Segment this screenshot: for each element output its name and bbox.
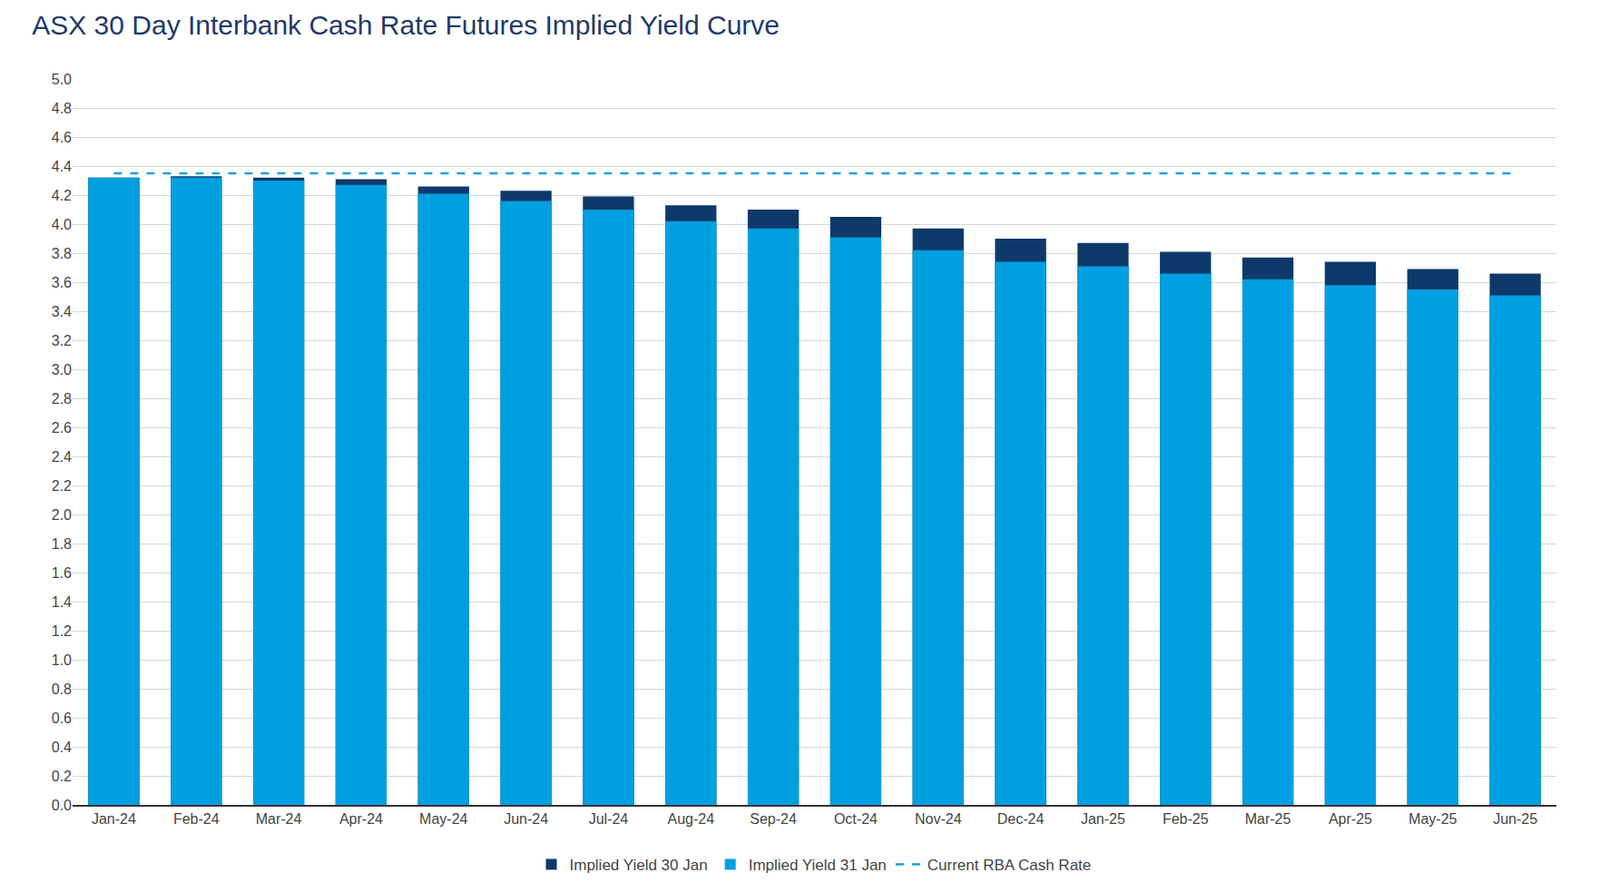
- svg-text:1.2: 1.2: [51, 623, 72, 639]
- svg-text:May-25: May-25: [1408, 811, 1457, 827]
- svg-text:3.2: 3.2: [51, 333, 72, 349]
- svg-text:1.4: 1.4: [51, 594, 72, 610]
- svg-text:1.0: 1.0: [51, 652, 72, 668]
- svg-text:Implied Yield 30 Jan: Implied Yield 30 Jan: [569, 856, 708, 874]
- svg-text:Mar-24: Mar-24: [255, 811, 303, 827]
- svg-text:1.6: 1.6: [51, 565, 72, 581]
- svg-text:3.8: 3.8: [51, 245, 72, 262]
- svg-text:2.2: 2.2: [51, 478, 72, 494]
- svg-text:3.0: 3.0: [51, 362, 72, 378]
- svg-text:Aug-24: Aug-24: [667, 811, 715, 827]
- svg-text:Nov-24: Nov-24: [914, 811, 962, 827]
- svg-text:May-24: May-24: [419, 811, 468, 827]
- svg-text:Feb-24: Feb-24: [173, 811, 220, 827]
- svg-text:4.6: 4.6: [51, 129, 72, 146]
- svg-text:Implied Yield 31 Jan: Implied Yield 31 Jan: [748, 856, 887, 874]
- svg-text:2.8: 2.8: [51, 391, 72, 407]
- svg-text:ASX 30 Day Interbank Cash Rate: ASX 30 Day Interbank Cash Rate Futures I…: [31, 9, 780, 40]
- svg-text:0.6: 0.6: [51, 710, 72, 727]
- svg-text:Apr-25: Apr-25: [1328, 811, 1373, 827]
- svg-text:Current RBA Cash Rate: Current RBA Cash Rate: [927, 856, 1091, 874]
- svg-text:4.2: 4.2: [51, 187, 72, 204]
- svg-text:2.4: 2.4: [51, 449, 72, 465]
- svg-text:Mar-25: Mar-25: [1245, 811, 1292, 827]
- svg-text:3.4: 3.4: [51, 304, 72, 320]
- svg-text:0.4: 0.4: [51, 739, 72, 756]
- svg-text:Oct-24: Oct-24: [834, 811, 878, 827]
- svg-text:4.0: 4.0: [51, 216, 72, 233]
- svg-text:Jul-24: Jul-24: [588, 811, 629, 827]
- svg-text:Jun-25: Jun-25: [1492, 811, 1538, 827]
- svg-text:Apr-24: Apr-24: [339, 811, 383, 827]
- svg-text:Sep-24: Sep-24: [749, 811, 797, 827]
- svg-text:3.6: 3.6: [51, 274, 72, 291]
- svg-text:0.0: 0.0: [51, 797, 72, 814]
- svg-text:1.8: 1.8: [51, 536, 72, 552]
- svg-text:Jan-25: Jan-25: [1080, 811, 1126, 827]
- svg-text:0.8: 0.8: [51, 681, 72, 697]
- svg-text:4.8: 4.8: [51, 100, 72, 117]
- svg-text:2.6: 2.6: [51, 420, 72, 436]
- svg-text:Jun-24: Jun-24: [503, 811, 549, 827]
- svg-text:Jan-24: Jan-24: [91, 811, 137, 827]
- svg-text:4.4: 4.4: [51, 158, 72, 175]
- svg-text:2.0: 2.0: [51, 507, 72, 523]
- svg-text:0.2: 0.2: [51, 768, 72, 785]
- svg-text:Feb-25: Feb-25: [1162, 811, 1209, 827]
- svg-text:Dec-24: Dec-24: [997, 811, 1045, 827]
- svg-text:5.0: 5.0: [51, 71, 72, 88]
